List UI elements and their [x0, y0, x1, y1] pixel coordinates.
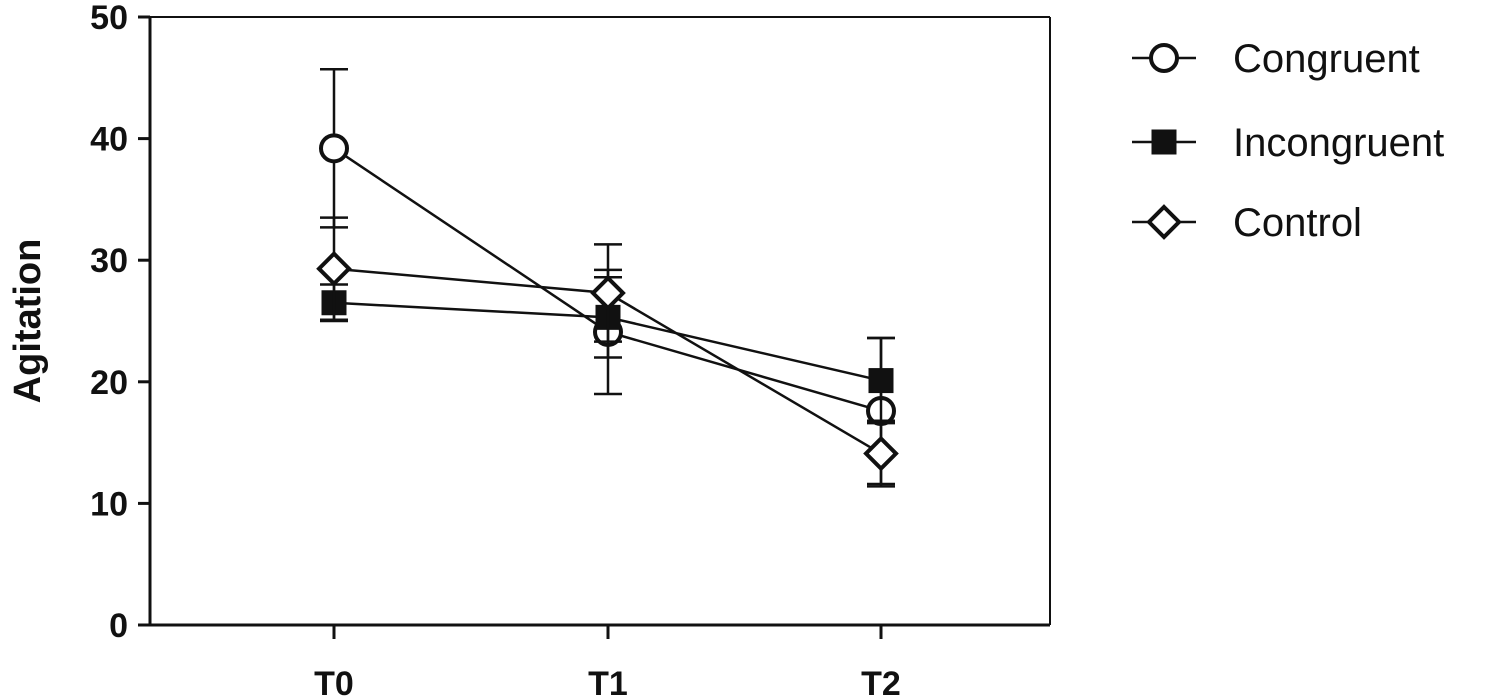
- series-control: [316, 216, 899, 488]
- legend-marker: [1146, 204, 1182, 240]
- legend-marker: [1151, 129, 1177, 155]
- data-point: [590, 275, 626, 311]
- legend-item-incongruent: Incongruent: [1132, 121, 1444, 165]
- legend-label: Congruent: [1233, 37, 1420, 81]
- y-tick-label: 10: [90, 485, 128, 523]
- data-point: [316, 250, 352, 287]
- y-tick-label: 0: [109, 607, 128, 645]
- data-point: [863, 435, 899, 472]
- y-tick-label: 20: [90, 364, 128, 402]
- axes: [148, 16, 1051, 627]
- series-layer: [316, 68, 899, 488]
- legend: Congruent Incongruent Control: [1132, 37, 1444, 245]
- legend-label: Incongruent: [1233, 121, 1444, 165]
- legend-label: Control: [1233, 201, 1362, 245]
- legend-item-congruent: Congruent: [1132, 37, 1420, 81]
- legend-marker: [1149, 43, 1179, 73]
- data-point: [319, 133, 349, 164]
- x-tick-label: T1: [588, 665, 628, 700]
- x-ticks: T0 T1 T2: [314, 625, 901, 700]
- x-tick-label: T2: [861, 665, 901, 700]
- y-axis-title: Agitation: [7, 239, 49, 404]
- data-point: [868, 368, 894, 394]
- x-tick-label: T0: [314, 665, 354, 700]
- legend-item-control: Control: [1132, 201, 1362, 245]
- y-tick-label: 30: [90, 242, 128, 280]
- y-tick-label: 50: [90, 0, 128, 37]
- y-tick-label: 40: [90, 121, 128, 159]
- y-ticks: 0 10 20 30 40 50: [90, 0, 150, 645]
